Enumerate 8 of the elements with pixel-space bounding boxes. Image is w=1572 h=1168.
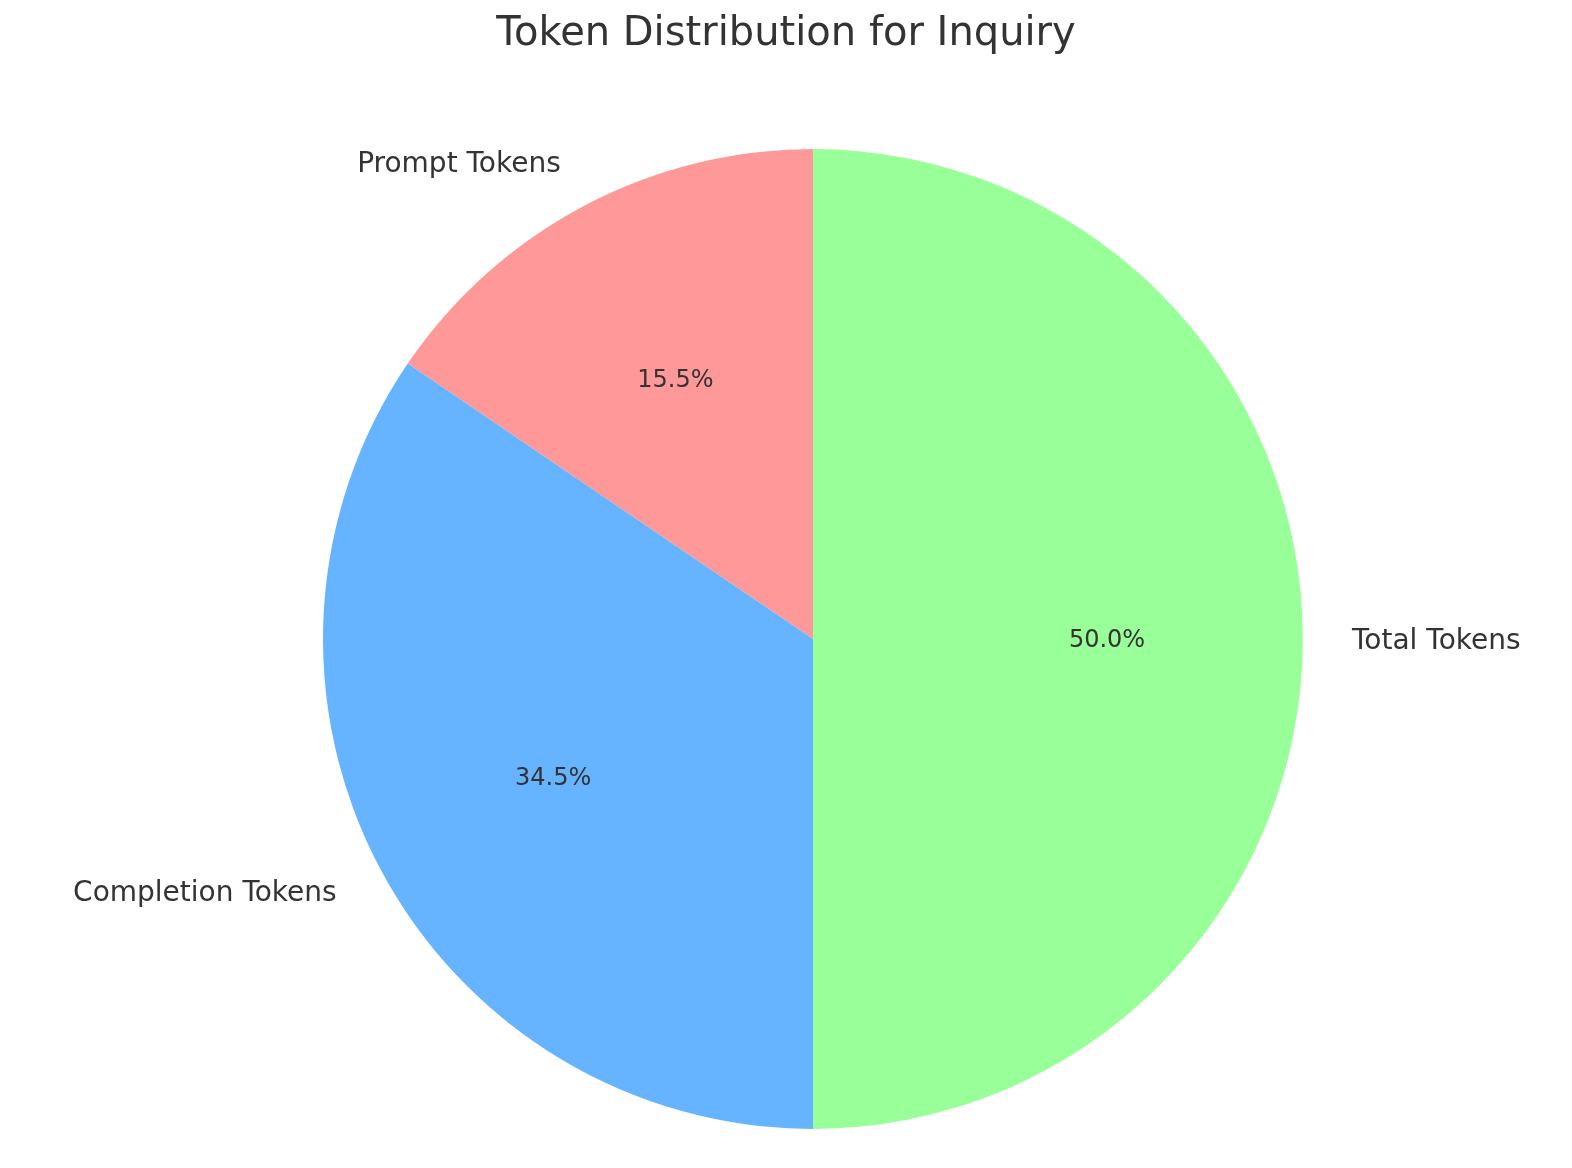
slice-label: Total Tokens (1351, 622, 1521, 656)
pie-slice (813, 149, 1303, 1129)
slice-label: Completion Tokens (73, 874, 337, 908)
data-label: 15.5% (637, 365, 714, 394)
slice-label: Prompt Tokens (357, 146, 561, 180)
data-label: 34.5% (515, 762, 592, 791)
data-label: 50.0% (1068, 625, 1146, 653)
chart-title: Token Distribution for Inquiry (495, 8, 1077, 54)
